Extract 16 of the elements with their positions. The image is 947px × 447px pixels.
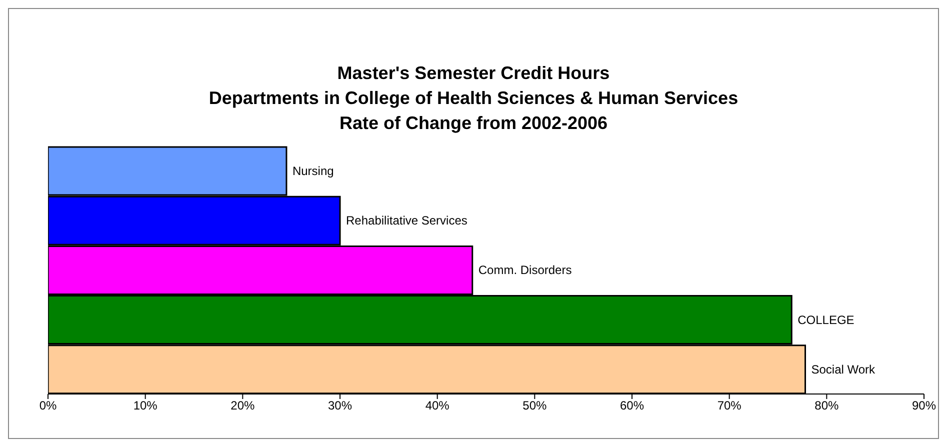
- y-tick-label: Rehabilitative Services: [346, 214, 468, 228]
- x-tick-label: 40%: [425, 398, 450, 413]
- x-tick-label: 50%: [522, 398, 547, 413]
- x-tick-label: 20%: [230, 398, 255, 413]
- x-tick-label: 30%: [328, 398, 352, 413]
- x-tick-label: 60%: [620, 398, 644, 413]
- chart-title: Master's Semester Credit Hours Departments in College of Health Sciences & Human Services Rate of Change from 2002-2006: [208, 62, 740, 135]
- x-tick-label: 90%: [912, 398, 936, 413]
- y-tick-label: Comm. Disorders: [478, 263, 572, 278]
- x-tick-label: 10%: [133, 398, 158, 413]
- y-tick-label: Social Work: [811, 362, 876, 376]
- y-tick-label: Nursing: [292, 164, 334, 178]
- y-tick-label: COLLEGE: [798, 312, 854, 327]
- x-tick-label: 80%: [814, 398, 839, 413]
- x-tick-label: 70%: [717, 398, 742, 413]
- x-tick-label: 0%: [39, 398, 57, 413]
